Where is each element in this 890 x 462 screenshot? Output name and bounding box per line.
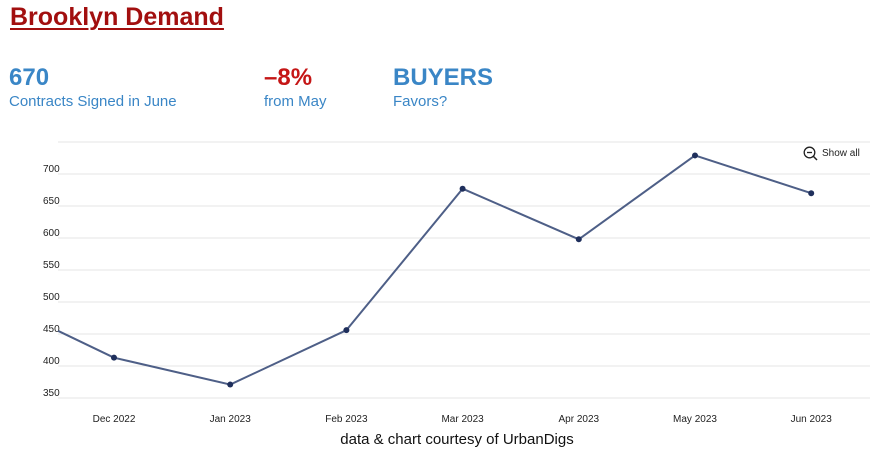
y-tick-label: 400: [43, 356, 60, 367]
y-tick-label: 600: [43, 228, 60, 239]
x-tick-label: Jun 2023: [791, 414, 833, 425]
demand-line-chart: 350 400 450 500 550 600 650 700 Dec 2022 Jan 202…: [43, 141, 870, 425]
y-tick-label: 700: [43, 164, 60, 175]
change-label: from May: [264, 93, 327, 110]
contracts-value: 670: [9, 64, 50, 91]
stat-favors: BUYERS Favors?: [393, 64, 493, 112]
x-axis-labels: Dec 2022 Jan 2023 Feb 2023 Mar 2023 Apr 2023…: [93, 414, 833, 425]
x-tick-label: Apr 2023: [559, 414, 600, 425]
data-point-may-2023: [692, 152, 698, 159]
x-tick-label: Feb 2023: [325, 414, 368, 425]
y-axis-labels: 350 400 450 500 550 600 650 700: [43, 164, 60, 399]
show-all-button[interactable]: Show all: [803, 146, 860, 161]
x-tick-label: Dec 2022: [93, 414, 136, 425]
series-contracts: [57, 152, 815, 388]
contracts-label: Contracts Signed in June: [9, 93, 177, 110]
data-point-apr-2023: [575, 236, 582, 243]
favors-label: Favors?: [393, 93, 448, 110]
data-point-mar-2023: [459, 185, 466, 192]
show-all-label: Show all: [822, 148, 860, 159]
data-point-dec-2022: [111, 354, 117, 361]
stat-change: –8% from May: [264, 64, 327, 112]
x-tick-label: Jan 2023: [210, 414, 252, 425]
favors-value: BUYERS: [393, 64, 494, 91]
data-point-feb-2023: [343, 327, 350, 334]
data-point-jan-2023: [227, 381, 234, 388]
change-value: –8%: [264, 64, 313, 91]
grid-lines: [58, 141, 870, 399]
chart-credit: data & chart courtesy of UrbanDigs: [340, 431, 574, 448]
page-title: Brooklyn Demand: [10, 3, 224, 31]
y-tick-label: 350: [43, 388, 60, 399]
stat-contracts: 670 Contracts Signed in June: [9, 64, 177, 112]
y-tick-label: 450: [43, 324, 60, 335]
series-line: [57, 154, 812, 386]
y-tick-label: 500: [43, 292, 60, 303]
y-tick-label: 650: [43, 196, 60, 207]
y-tick-label: 550: [43, 260, 60, 271]
x-tick-label: May 2023: [673, 414, 717, 425]
data-point-jun-2023: [808, 190, 815, 197]
zoom-out-icon: [803, 146, 818, 161]
x-tick-label: Mar 2023: [441, 414, 484, 425]
